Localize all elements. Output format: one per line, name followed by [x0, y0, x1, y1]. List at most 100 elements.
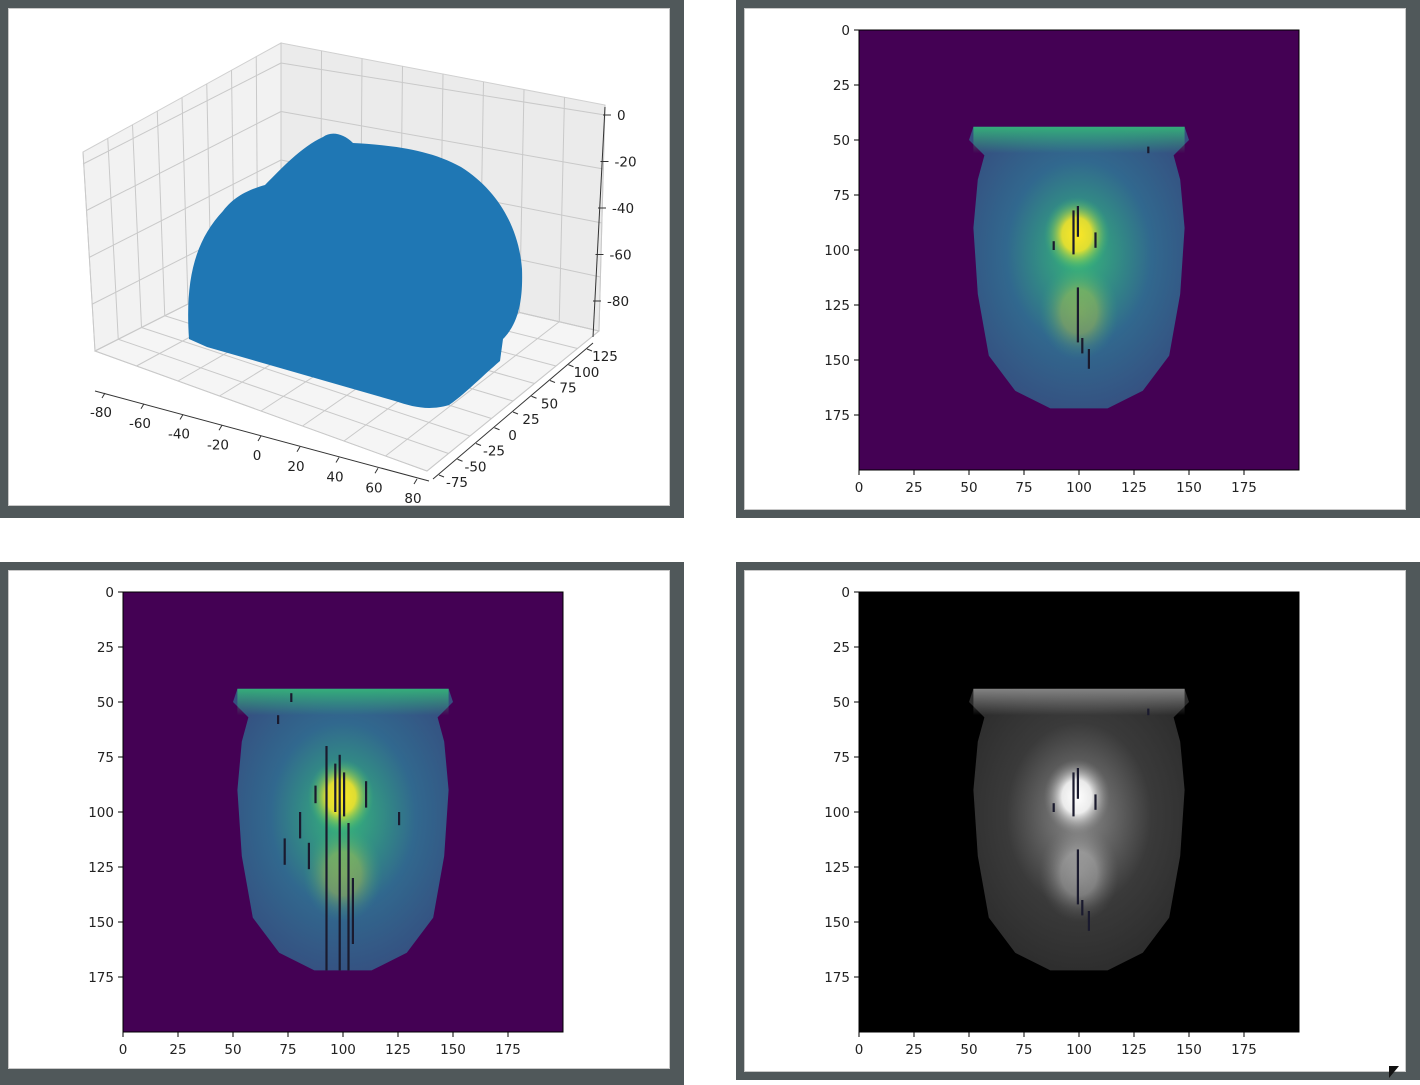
heatmap-gray-canvas: 0 25 50 75 100 125 150 175 0 25 50 75 100 125 150 175: [824, 585, 1300, 1058]
heatmap-viridis-dense-artifact-mark: [277, 715, 280, 724]
heatmap-viridis-dense-x-tick-label: 75: [279, 1042, 296, 1058]
scatter3d-gridline: [118, 338, 449, 454]
scatter3d-x-tick-label: 60: [365, 480, 382, 496]
heatmap-viridis-dense-x-tick-label: 175: [495, 1042, 521, 1058]
scatter3d-y-tick: [475, 443, 482, 446]
scatter3d-y-tick: [438, 474, 445, 478]
heatmap-gray-artifact-mark: [1087, 911, 1090, 931]
heatmap-viridis-artifact-mark: [1076, 206, 1079, 237]
scatter3d-gridline: [558, 97, 565, 322]
heatmap-gray-artifact-mark: [1052, 803, 1055, 812]
scatter3d-y-tick-label: 0: [508, 428, 517, 444]
heatmap-viridis-dense-artifact-mark: [334, 763, 337, 812]
scatter3d-z-tick-label: -40: [612, 201, 634, 217]
scatter3d-gridline: [141, 327, 471, 437]
heatmap-viridis-canvas: 0 25 50 75 100 125 150 175 0 25 50 75 100 125 150 175: [824, 23, 1300, 496]
heatmap-viridis-artifact-mark: [1147, 146, 1150, 154]
scatter3d-x-tick: [140, 403, 145, 410]
heatmap-viridis-dense-x-tick-label: 100: [330, 1042, 356, 1058]
heatmap-gray-x-tick-label: 150: [1176, 1042, 1202, 1058]
heatmap-viridis-forehead-band: [973, 126, 1185, 154]
heatmap-viridis-dense-y-tick-label: 75: [97, 750, 114, 766]
scatter3d-y-tick-label: 75: [559, 381, 576, 397]
scatter3d-gridline: [88, 159, 282, 258]
scatter3d-gridline: [280, 62, 606, 116]
heatmap-viridis-x-tick-label: 0: [855, 480, 864, 496]
heatmap-viridis-x-tick-label: 150: [1176, 480, 1202, 496]
scatter3d-x-tick: [335, 457, 340, 463]
heatmap-viridis-y-tick-label: 75: [833, 188, 850, 204]
scatter3d-y-tick: [512, 411, 519, 415]
heatmap-viridis-dense-y-tick-label: 125: [88, 860, 114, 876]
heatmap-gray-x-tick-label: 75: [1015, 1042, 1032, 1058]
plot-panel-heatmap-viridis: 0 25 50 75 100 125 150 175 0 25 50 75 100 125 150 175: [744, 8, 1406, 510]
heatmap-viridis-artifact-mark: [1094, 232, 1097, 248]
heatmap-viridis-dense-artifact-mark: [299, 812, 302, 839]
heatmap-gray-artifact-mark: [1076, 849, 1079, 905]
heatmap-gray-y-tick-label: 150: [824, 915, 850, 931]
scatter3d-y-tick: [568, 364, 574, 368]
heatmap-viridis-y-tick-label: 150: [824, 353, 850, 369]
scatter3d-y-tick: [494, 427, 500, 431]
heatmap-viridis-y-tick-label: 50: [833, 133, 850, 149]
heatmap-gray-x-tick-label: 0: [855, 1042, 864, 1058]
heatmap-gray-y-tick-label: 25: [833, 640, 850, 656]
scatter3d-gridline: [598, 104, 606, 332]
scatter3d-x-tick: [257, 435, 262, 442]
heatmap-viridis-y-tick-label: 100: [824, 243, 850, 259]
heatmap-viridis-dense-x-tick-label: 50: [224, 1042, 241, 1058]
scatter3d-x-axis: [94, 390, 430, 482]
heatmap-gray-y-tick-label: 50: [833, 695, 850, 711]
heatmap-gray-y-tick-label: 100: [824, 805, 850, 821]
heatmap-viridis-dense-artifact-mark: [398, 812, 401, 826]
heatmap-viridis-artifact-mark: [1087, 349, 1090, 369]
scatter3d-z-tick-label: 0: [617, 108, 626, 124]
scatter3d-z-tick-label: -60: [610, 248, 632, 264]
heatmap-gray-x-tick-label: 175: [1231, 1042, 1257, 1058]
scatter3d-x-tick: [179, 414, 184, 420]
scatter3d-gridline: [107, 138, 119, 340]
scatter3d-y-tick-label: 50: [541, 396, 558, 412]
scatter3d-x-tick-label: -80: [90, 405, 112, 421]
heatmap-viridis-dense-x-tick-label: 25: [169, 1042, 186, 1058]
heatmap-viridis-dense-y-tick-label: 100: [88, 805, 114, 821]
heatmap-viridis-dense-artifact-mark: [283, 838, 286, 865]
scatter3d-y-tick-label: -75: [446, 475, 468, 491]
scatter3d-gridline: [156, 111, 166, 316]
scatter3d-x-tick: [413, 478, 418, 485]
scatter3d-x-tick-label: -60: [129, 416, 151, 432]
heatmap-viridis-artifact-mark: [1076, 287, 1079, 343]
scatter3d-y-tick-label: -25: [483, 444, 505, 460]
scatter3d-z-axis: [592, 106, 606, 338]
heatmap-viridis-x-tick-label: 175: [1231, 480, 1257, 496]
heatmap-viridis-dense-mouth-highlight: [303, 825, 383, 922]
heatmap-gray-y-tick-label: 0: [841, 585, 850, 601]
plot-panel-heatmap-viridis-dense: 0 25 50 75 100 125 150 175 0 25 50 75 100 125 150 175: [8, 570, 670, 1069]
scatter3d-gridline: [82, 62, 282, 165]
heatmap-viridis-x-tick-label: 125: [1121, 480, 1147, 496]
heatmap-gray-artifact-mark: [1076, 768, 1079, 799]
heatmap-viridis-x-tick-label: 100: [1066, 480, 1092, 496]
heatmap-viridis-dense-canvas: 0 25 50 75 100 125 150 175 0 25 50 75 100 125 150 175: [88, 585, 564, 1058]
heatmap-viridis-y-tick-label: 125: [824, 298, 850, 314]
heatmap-gray-forehead-band: [973, 688, 1185, 716]
scatter3d-gridline: [94, 350, 428, 472]
scatter3d-y-tick-label: -50: [464, 459, 486, 475]
heatmap-viridis-y-tick-label: 0: [841, 23, 850, 39]
heatmap-gray-y-tick-label: 175: [824, 970, 850, 986]
scatter3d-x-tick: [296, 446, 301, 453]
heatmap-gray-y-tick-label: 75: [833, 750, 850, 766]
scatter3d-y-tick: [586, 348, 593, 352]
scatter3d-x-tick-label: 80: [404, 491, 421, 505]
scatter3d-x-tick: [218, 424, 223, 431]
heatmap-viridis-dense-x-tick-label: 125: [385, 1042, 411, 1058]
heatmap-viridis-artifact-mark: [1072, 210, 1075, 255]
heatmap-viridis-dense-artifact-mark: [290, 693, 293, 702]
heatmap-viridis-dense-y-tick-label: 50: [97, 695, 114, 711]
heatmap-viridis-artifact-mark: [1081, 338, 1084, 354]
heatmap-viridis-dense-artifact-mark: [325, 746, 328, 971]
heatmap-viridis-dense-artifact-mark: [351, 878, 354, 944]
heatmap-viridis-dense-artifact-mark: [343, 772, 346, 817]
plot-panel-3d-scatter: -80 -60 -40 -20 0 20 40 60 80 -75 -50 -25 0 25 50 75 100…: [8, 8, 670, 506]
heatmap-viridis-x-tick-label: 25: [905, 480, 922, 496]
